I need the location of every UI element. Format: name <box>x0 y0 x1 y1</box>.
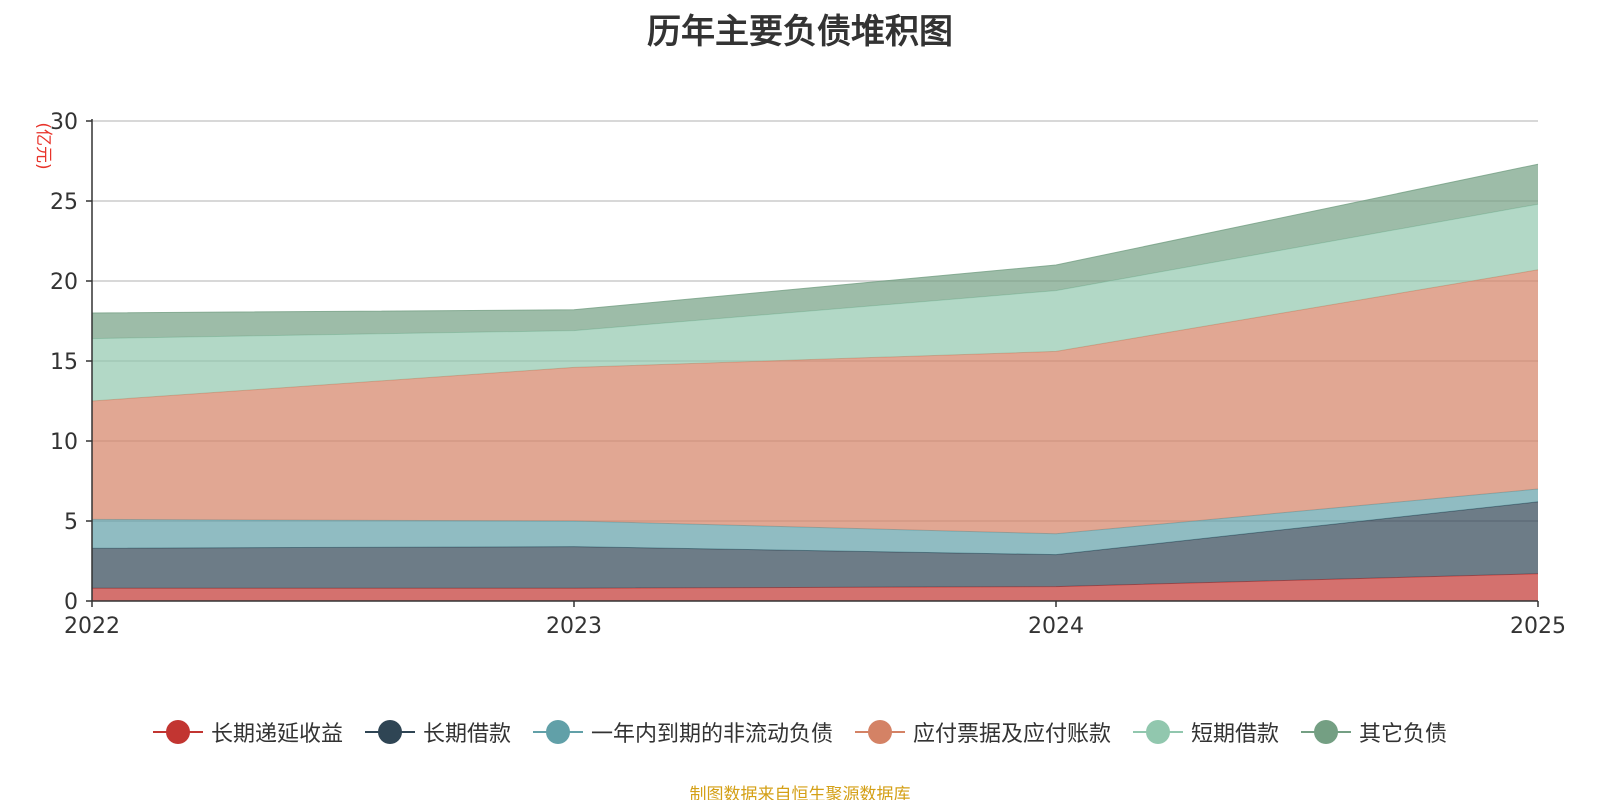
legend-swatch-icon <box>855 719 905 745</box>
y-axis-unit-label: (亿元) <box>33 122 53 169</box>
legend-swatch-icon <box>1301 719 1352 745</box>
legend-item[interactable]: 短期借款 <box>1133 716 1279 748</box>
legend-swatch-icon <box>532 719 583 745</box>
chart-legend: 长期递延收益 长期借款 一年内到期的非流动负债 应付票据及应付账款 短期借款 其它负债 <box>0 716 1600 748</box>
legend-item[interactable]: 一年内到期的非流动负债 <box>532 716 833 748</box>
legend-swatch-icon <box>152 719 203 745</box>
y-tick-label: 0 <box>64 590 78 615</box>
y-tick-label: 25 <box>50 190 78 215</box>
legend-item[interactable]: 其它负债 <box>1301 716 1447 748</box>
area-series-5 <box>92 204 1538 401</box>
y-tick-label: 15 <box>50 350 78 375</box>
legend-label: 应付票据及应付账款 <box>913 722 1112 747</box>
area-edge-6 <box>91 163 1539 314</box>
area-series-4 <box>92 269 1538 534</box>
legend-label: 其它负债 <box>1359 722 1448 747</box>
legend-label: 一年内到期的非流动负债 <box>590 722 833 747</box>
legend-item[interactable]: 长期递延收益 <box>152 716 343 748</box>
source-note: 制图数据来自恒生聚源数据库 <box>689 785 911 800</box>
area-series-6 <box>92 164 1538 339</box>
legend-swatch-icon <box>1133 719 1184 745</box>
legend-label: 长期借款 <box>422 722 511 747</box>
y-tick-label: 20 <box>50 270 78 295</box>
y-tick-label: 5 <box>64 510 78 535</box>
y-tick-label: 10 <box>50 430 78 455</box>
area-series-2 <box>92 501 1538 589</box>
x-tick-label: 2023 <box>546 614 602 639</box>
x-tick-label: 2022 <box>64 614 120 639</box>
x-tick-label: 2024 <box>1028 614 1084 639</box>
chart-title: 历年主要负债堆积图 <box>647 12 953 52</box>
legend-item[interactable]: 应付票据及应付账款 <box>855 716 1111 748</box>
x-tick-label: 2025 <box>1510 614 1566 639</box>
legend-item[interactable]: 长期借款 <box>364 716 511 748</box>
area-series-3 <box>92 489 1538 555</box>
legend-swatch-icon <box>364 719 415 745</box>
y-tick-label: 30 <box>50 110 78 135</box>
legend-label: 长期递延收益 <box>210 722 343 747</box>
legend-label: 短期借款 <box>1191 722 1280 747</box>
